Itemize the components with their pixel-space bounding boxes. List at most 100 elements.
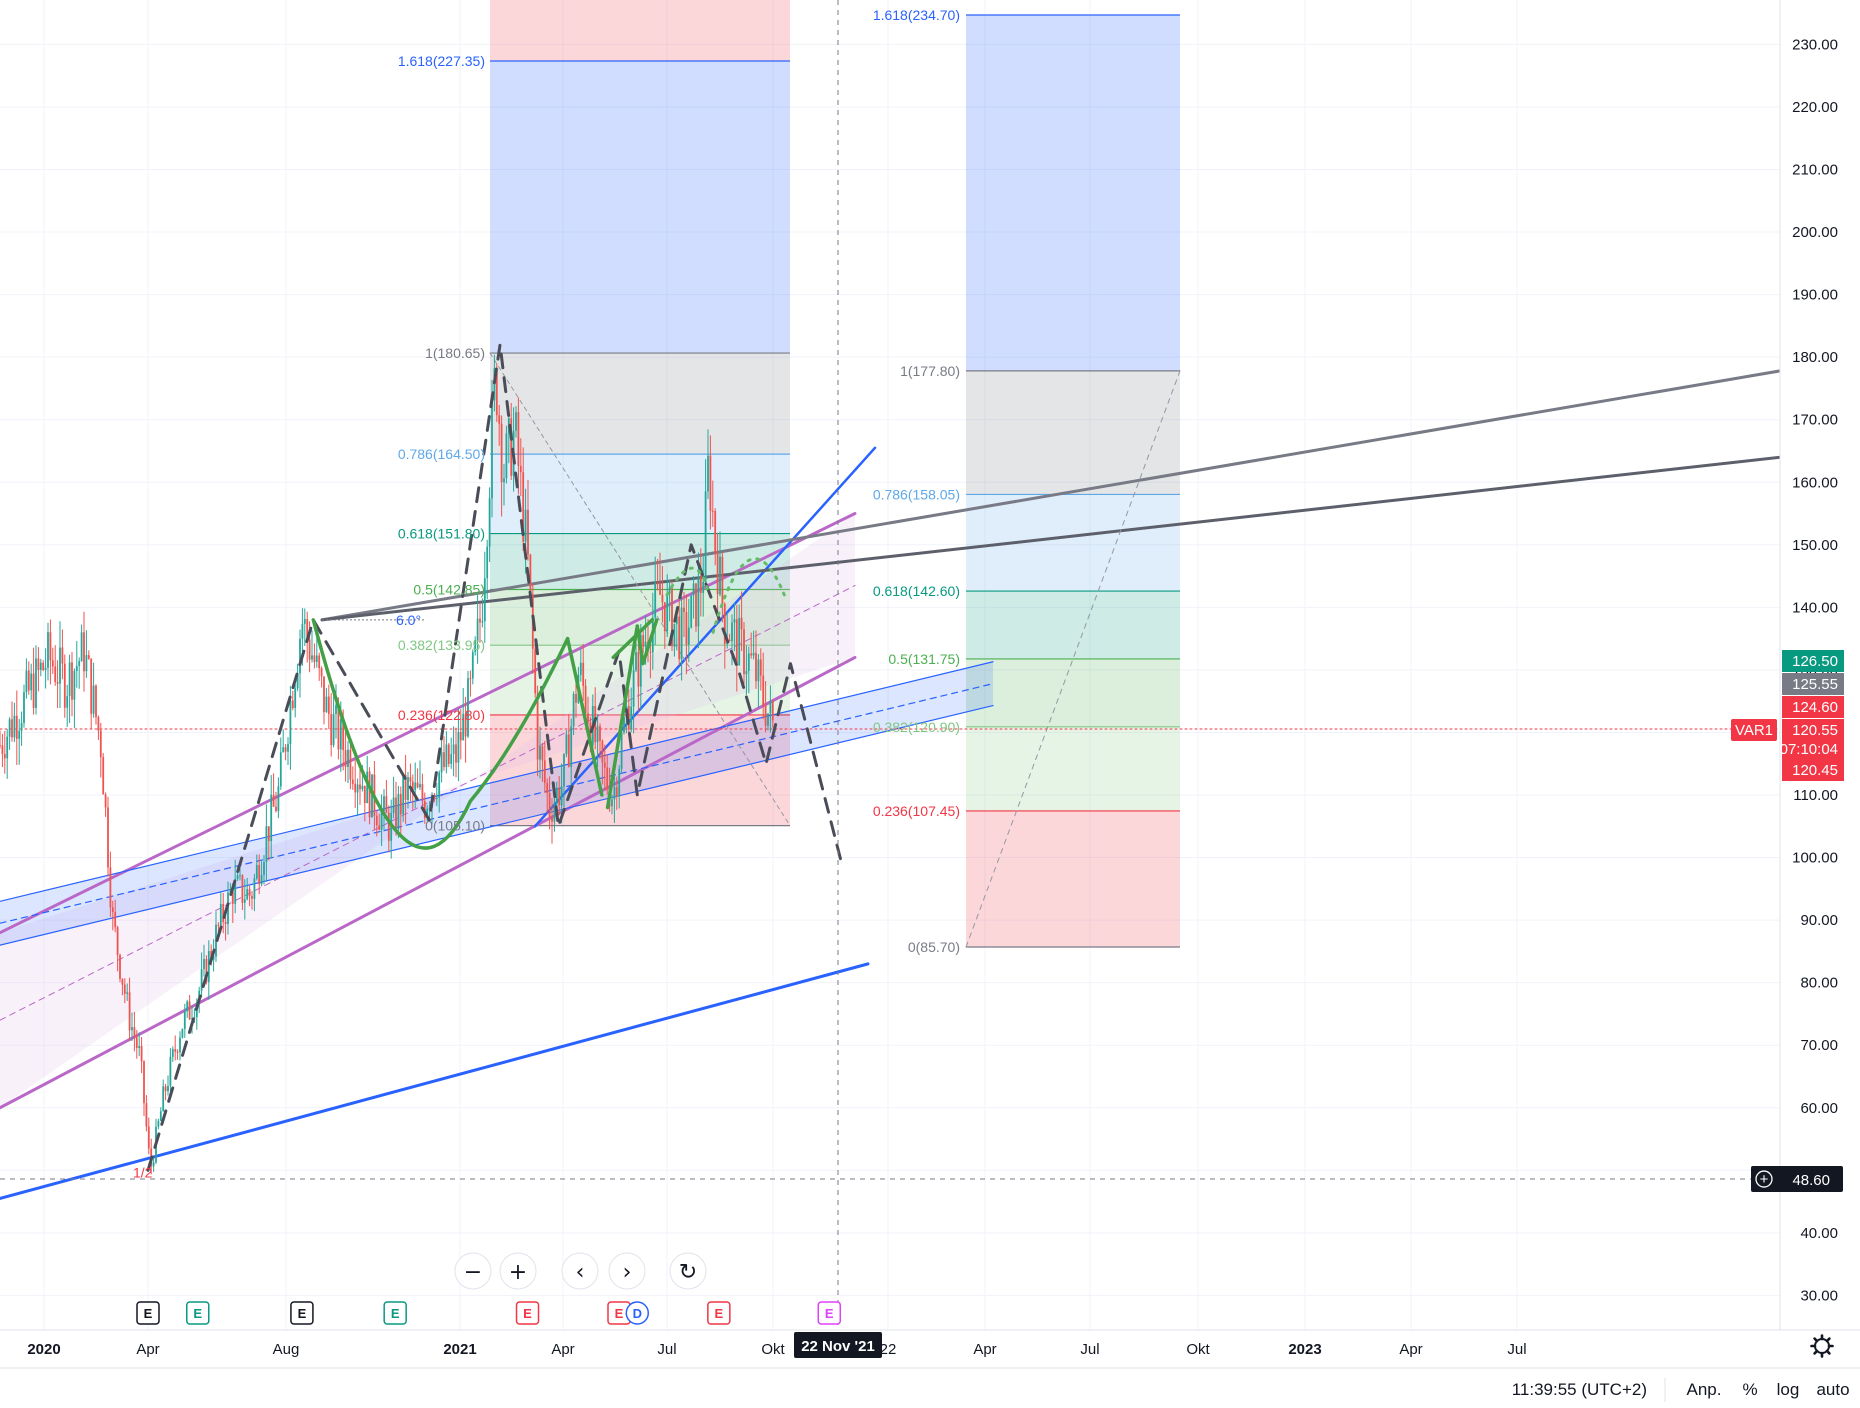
- fib-right-label: 1.618(234.70): [873, 7, 960, 23]
- candle-body: [102, 757, 105, 795]
- arrow-shaft: [611, 618, 654, 660]
- gray-resistance-lower: [320, 455, 1782, 622]
- event-marker[interactable]: E: [383, 1301, 407, 1325]
- candle-body: [255, 865, 258, 879]
- candle-body: [224, 921, 227, 924]
- zoom-in-button[interactable]: +: [499, 1252, 537, 1290]
- candle-body: [704, 491, 707, 582]
- candle-body: [522, 472, 525, 542]
- y-tick-label: 210.00: [1792, 162, 1838, 179]
- zoom-in-button-bg: [499, 1252, 537, 1290]
- event-marker[interactable]: E: [707, 1301, 731, 1325]
- chart-controls[interactable]: − + ‹ › ↻: [454, 1252, 1834, 1358]
- adjust-toggle[interactable]: Anp.: [1687, 1380, 1722, 1399]
- candle-body: [419, 784, 421, 788]
- candle-body: [135, 1037, 138, 1049]
- scroll-right-button-bg: [608, 1252, 646, 1290]
- candle-body: [164, 1086, 167, 1092]
- scroll-left-button[interactable]: ‹: [561, 1252, 599, 1290]
- x-tick-label: Okt: [1186, 1341, 1210, 1358]
- event-marker[interactable]: D: [625, 1301, 650, 1325]
- candle-body: [687, 627, 690, 645]
- y-tick-label: 160.00: [1792, 474, 1838, 491]
- candle-body: [767, 713, 769, 726]
- event-marker[interactable]: E: [186, 1301, 210, 1325]
- percent-toggle[interactable]: %: [1742, 1380, 1757, 1399]
- candle-body: [567, 734, 570, 767]
- candle-body: [409, 777, 412, 782]
- candle-body: [452, 744, 455, 755]
- purple-channel-bottom: [0, 655, 857, 1110]
- y-tick-label: 30.00: [1800, 1287, 1838, 1304]
- candle-body: [632, 670, 635, 707]
- candle-body: [491, 400, 493, 499]
- candle-body: [659, 583, 661, 595]
- candle-body: [469, 678, 472, 680]
- candle-body: [320, 668, 323, 677]
- event-marker[interactable]: E: [290, 1301, 314, 1325]
- candle-body: [714, 511, 717, 552]
- candle-body: [560, 786, 563, 806]
- event-marker[interactable]: E: [136, 1301, 160, 1325]
- candle-body: [613, 787, 616, 800]
- candle-body: [361, 785, 364, 790]
- candle-body: [13, 715, 16, 738]
- candle-body: [128, 992, 131, 1031]
- fib-right-label: 0.786(158.05): [873, 486, 960, 502]
- candle-body: [534, 648, 537, 694]
- candle-body: [728, 639, 731, 642]
- event-marker[interactable]: E: [817, 1301, 841, 1325]
- candle-body: [119, 954, 121, 979]
- candle-body: [378, 825, 381, 830]
- zoom-out-button[interactable]: −: [454, 1252, 492, 1290]
- candle-body: [375, 815, 378, 826]
- candle-body: [188, 1001, 191, 1020]
- purple-channel-mid: [0, 584, 856, 1021]
- candle-body: [323, 676, 325, 713]
- candle-body: [126, 992, 129, 994]
- earnings-icon: [186, 1301, 210, 1325]
- candle-body: [157, 1120, 160, 1127]
- candle-body: [68, 662, 71, 696]
- event-marker[interactable]: E: [515, 1301, 540, 1325]
- candle-body: [30, 673, 33, 691]
- candle-body: [162, 1086, 165, 1112]
- fib-right-zone: [966, 370, 1180, 495]
- candle-body: [536, 693, 539, 760]
- candle-body: [183, 1011, 186, 1029]
- y-tick-label: 70.00: [1800, 1037, 1838, 1054]
- y-tick-label: 150.00: [1792, 537, 1838, 554]
- zoom-out-button-icon: −: [464, 1260, 482, 1285]
- auto-toggle[interactable]: auto: [1816, 1380, 1849, 1399]
- candle-body: [327, 696, 330, 715]
- candle-body: [498, 415, 501, 424]
- candle-body: [570, 726, 573, 767]
- scroll-right-button[interactable]: ›: [608, 1252, 646, 1290]
- event-letter: D: [633, 1306, 642, 1321]
- log-toggle[interactable]: log: [1777, 1380, 1800, 1399]
- candle-body: [44, 667, 47, 670]
- settings-gear-button[interactable]: [1810, 1334, 1834, 1358]
- gear-tooth: [1825, 1349, 1831, 1355]
- candle-body: [397, 793, 400, 829]
- reset-chart-button[interactable]: ↻: [669, 1252, 707, 1290]
- fib-left-label: 0(105.10): [425, 818, 485, 834]
- candle-body: [1, 745, 4, 754]
- candle-body: [332, 713, 335, 746]
- candle-body: [459, 732, 462, 741]
- y-tick-label: 190.00: [1792, 287, 1838, 304]
- y-tick-label: 40.00: [1800, 1225, 1838, 1242]
- candle-body: [635, 652, 637, 671]
- candle-body: [234, 879, 237, 904]
- candle-body: [464, 713, 467, 737]
- candle-body: [445, 744, 448, 768]
- candle-body: [270, 794, 273, 842]
- x-tick-label: Jul: [657, 1341, 676, 1358]
- candle-body: [563, 754, 565, 787]
- price-badge-bg: [1782, 673, 1844, 695]
- candle-body: [457, 732, 460, 763]
- candle-body: [339, 719, 342, 750]
